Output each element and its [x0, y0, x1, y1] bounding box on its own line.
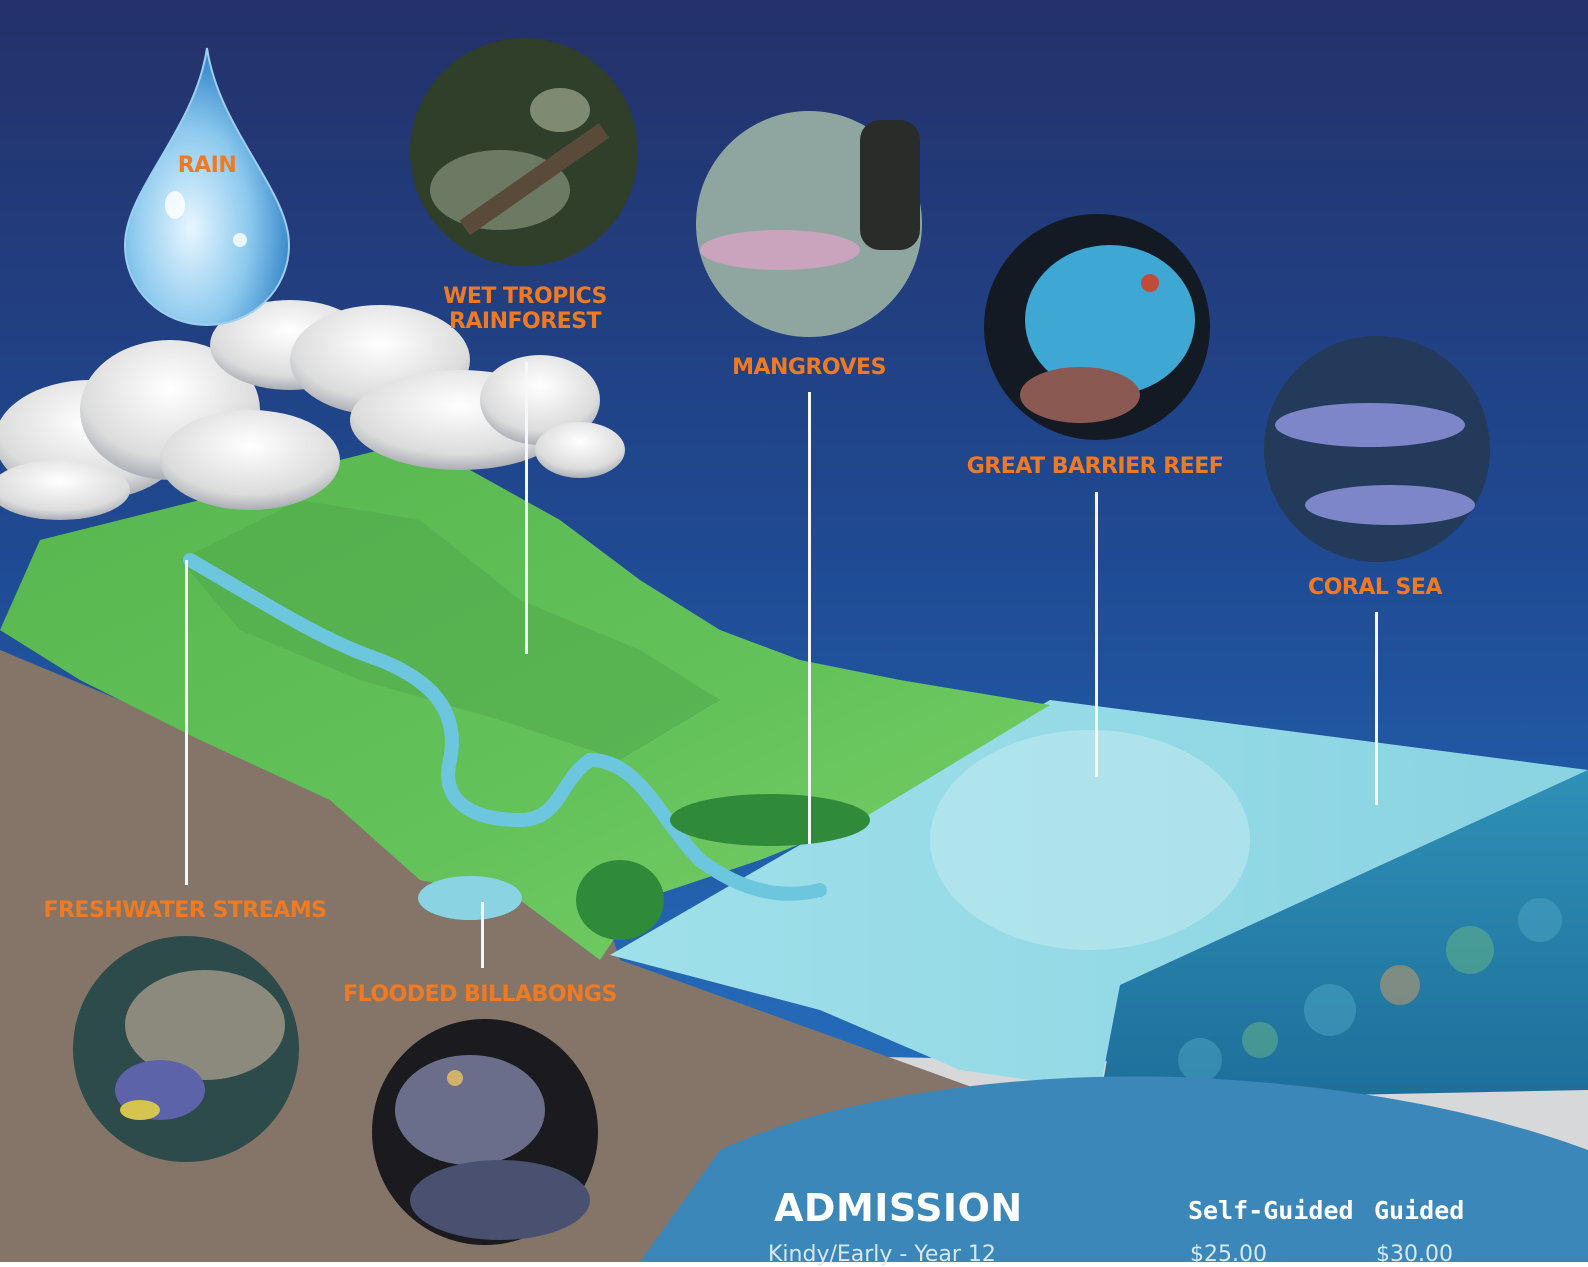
pointer-line-freshwater-streams	[185, 560, 188, 885]
photo-turtle-billabong	[372, 1019, 598, 1245]
admission-col-self-guided: Self-Guided	[1188, 1196, 1354, 1225]
label-coral-sea: CORAL SEA	[1280, 575, 1470, 600]
admission-row-self-guided-price: $25.00	[1190, 1242, 1267, 1267]
photo-water-dragon	[410, 38, 638, 266]
photo-sawfish	[696, 111, 922, 337]
label-mangroves: MANGROVES	[709, 355, 909, 380]
label-great-barrier-reef: GREAT BARRIER REEF	[960, 454, 1230, 479]
billabong-pool	[418, 876, 522, 920]
label-wet-tropics-rainforest: WET TROPICS RAINFOREST	[410, 284, 640, 334]
pointer-line-mangroves	[808, 392, 811, 844]
photo-turtle-stream	[73, 936, 299, 1162]
label-rain: RAIN	[157, 153, 257, 178]
label-flooded-billabongs: FLOODED BILLABONGS	[335, 982, 625, 1007]
pointer-line-flooded-billabongs	[481, 902, 484, 968]
admission-row-label: Kindy/Early - Year 12	[768, 1242, 996, 1267]
photo-sharks	[1264, 336, 1490, 562]
pointer-line-coral-sea	[1375, 612, 1378, 805]
label-freshwater-streams: FRESHWATER STREAMS	[40, 898, 330, 923]
reef-shadow	[930, 730, 1250, 950]
mangrove-patch	[670, 794, 870, 846]
pointer-line-wet-tropics	[525, 362, 528, 654]
admission-col-guided: Guided	[1374, 1196, 1464, 1225]
admission-row-guided-price: $30.00	[1376, 1242, 1453, 1267]
pointer-line-great-barrier-reef	[1095, 492, 1098, 777]
admission-title: ADMISSION	[774, 1186, 1023, 1230]
photo-humphead-wrasse	[984, 214, 1210, 440]
mangrove-patch-2	[576, 860, 664, 940]
